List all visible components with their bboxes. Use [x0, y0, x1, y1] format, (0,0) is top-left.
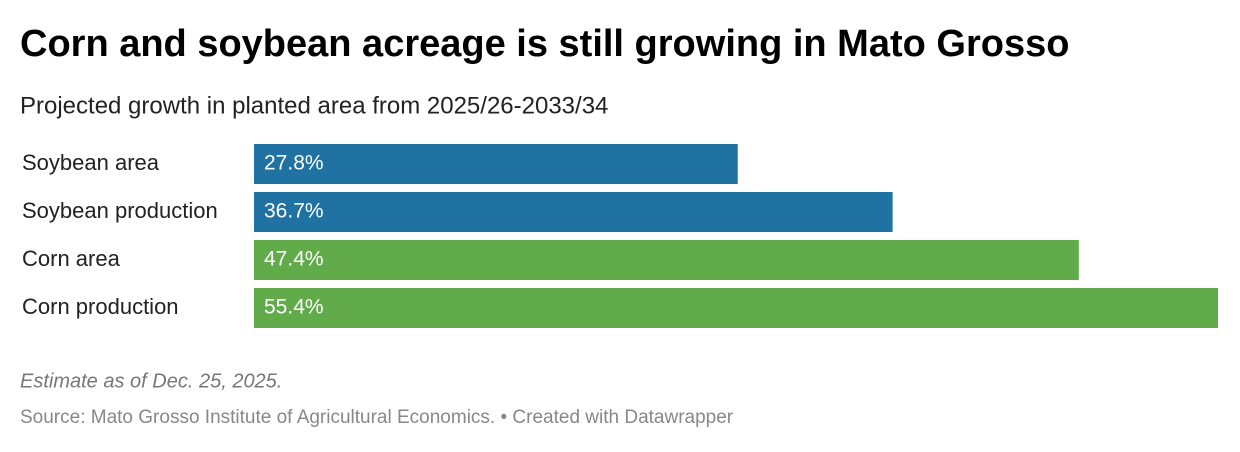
- bar: [254, 288, 1218, 328]
- bar: [254, 192, 893, 232]
- chart-subtitle: Projected growth in planted area from 20…: [20, 92, 608, 119]
- chart-title: Corn and soybean acreage is still growin…: [20, 23, 1069, 65]
- bar: [254, 144, 738, 184]
- note: Estimate as of Dec. 25, 2025.: [20, 370, 282, 392]
- bar: [254, 240, 1079, 280]
- value-label: 27.8%: [264, 152, 324, 175]
- category-label: Corn area: [22, 246, 121, 271]
- value-label: 55.4%: [264, 296, 324, 319]
- category-label: Corn production: [22, 294, 179, 319]
- value-label: 47.4%: [264, 248, 324, 271]
- category-label: Soybean area: [22, 150, 160, 175]
- value-label: 36.7%: [264, 200, 324, 223]
- source: Source: Mato Grosso Institute of Agricul…: [20, 407, 734, 428]
- category-label: Soybean production: [22, 198, 218, 223]
